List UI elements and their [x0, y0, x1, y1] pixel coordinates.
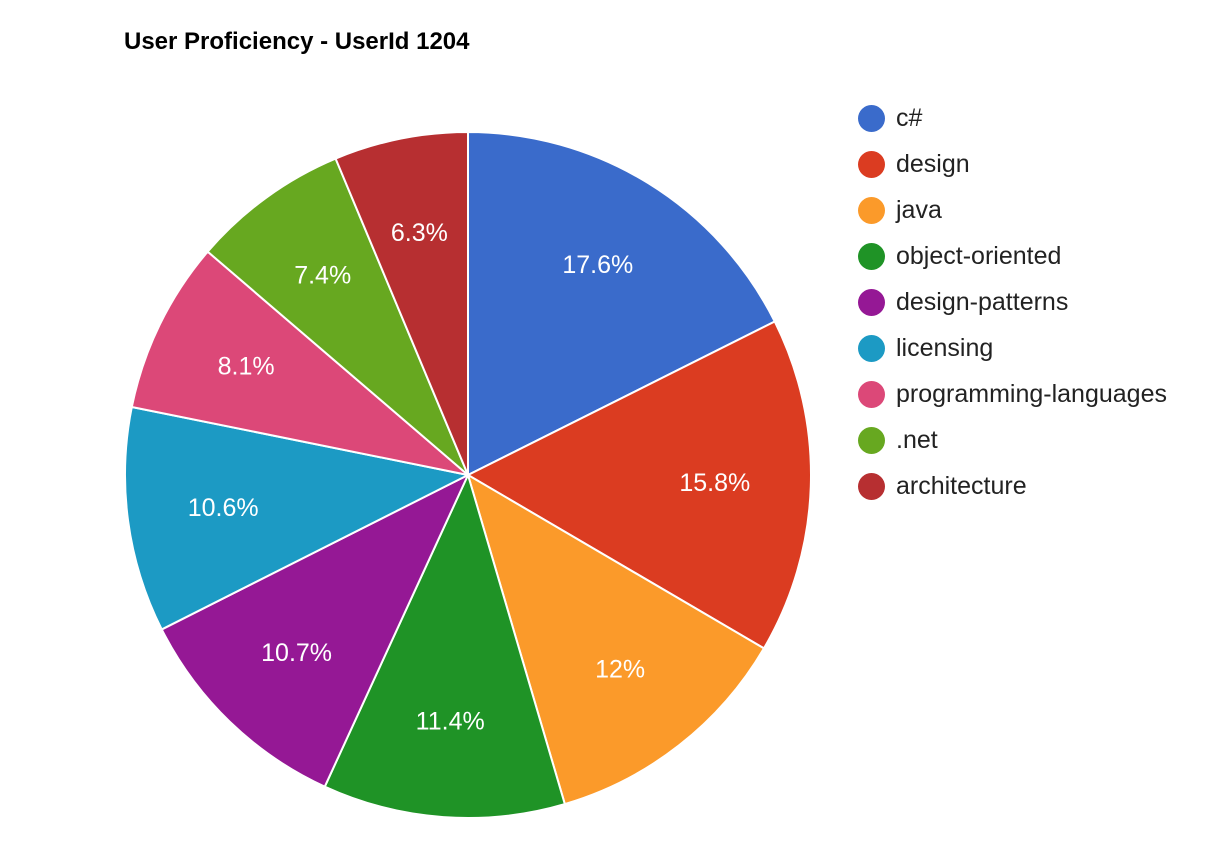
legend-item[interactable]: design — [858, 146, 970, 182]
legend-item[interactable]: architecture — [858, 468, 1027, 504]
pie-slice-label: 11.4% — [416, 707, 485, 735]
legend-swatch-icon — [858, 150, 885, 178]
legend-item[interactable]: design-patterns — [858, 284, 1068, 320]
pie-slice-label: 12% — [595, 656, 645, 684]
pie-slice-label: 8.1% — [218, 353, 275, 381]
legend-item[interactable]: programming-languages — [858, 376, 1167, 412]
pie-slice-architecture[interactable] — [334, 131, 469, 476]
pie-slice-object-oriented[interactable] — [323, 474, 566, 819]
legend-label: .net — [896, 425, 938, 454]
legend-label: java — [896, 195, 942, 224]
pie-slice-design[interactable] — [467, 320, 812, 650]
pie-slice-java[interactable] — [467, 474, 765, 806]
legend-item[interactable]: c# — [858, 100, 922, 136]
legend-item[interactable]: .net — [858, 422, 938, 458]
legend-swatch-icon — [858, 472, 885, 500]
legend-label: programming-languages — [896, 379, 1167, 408]
legend-item[interactable]: java — [858, 192, 942, 228]
pie-slice-label: 17.6% — [562, 251, 633, 279]
pie-slice-label: 6.3% — [391, 219, 448, 247]
pie-slice-c[interactable] — [467, 131, 776, 476]
pie-slice-label: 10.7% — [261, 639, 332, 667]
legend-label: design-patterns — [896, 287, 1069, 316]
pie-slice-label: 10.6% — [188, 494, 259, 522]
legend-label: architecture — [896, 471, 1027, 500]
pie-slice-programming-languages[interactable] — [130, 250, 469, 476]
pie-slice-design-patterns[interactable] — [160, 474, 469, 788]
legend-swatch-icon — [858, 426, 885, 454]
legend-swatch-icon — [858, 380, 885, 408]
pie-slices — [124, 131, 812, 819]
legend-label: c# — [896, 103, 923, 132]
pie-slice-labels: 17.6% 15.8% 12% 11.4% 10.7% 10.6% 8.1% 7.4% 6.3% — [188, 219, 750, 735]
legend-item[interactable]: object-oriented — [858, 238, 1061, 274]
legend-swatch-icon — [858, 334, 885, 362]
legend-item[interactable]: licensing — [858, 330, 993, 366]
legend-swatch-icon — [858, 196, 885, 224]
legend-label: object-oriented — [896, 241, 1062, 270]
pie-slice-label: 7.4% — [294, 261, 351, 289]
legend-swatch-icon — [858, 242, 885, 270]
legend-label: design — [896, 149, 970, 178]
legend-swatch-icon — [858, 104, 885, 132]
legend-swatch-icon — [858, 288, 885, 316]
pie-slice-licensing[interactable] — [124, 405, 469, 631]
pie-slice-label: 15.8% — [679, 469, 750, 497]
legend-label: licensing — [896, 333, 994, 362]
pie-slice-net[interactable] — [206, 157, 469, 476]
chart-title: User Proficiency - UserId 1204 — [124, 28, 470, 55]
